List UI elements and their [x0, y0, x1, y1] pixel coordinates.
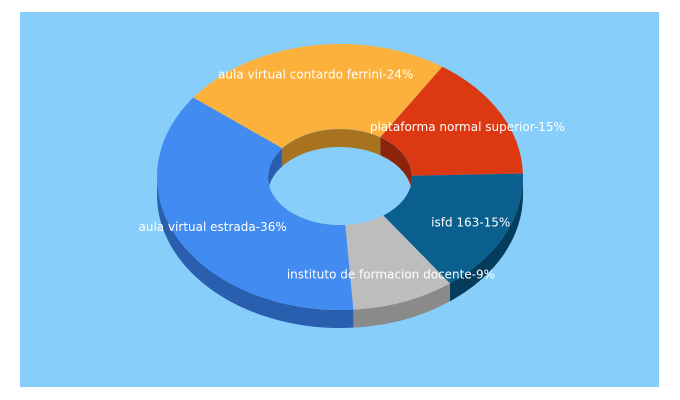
donut-chart: plataforma normal superior-15% isfd 163-1…: [138, 44, 565, 329]
donut-sides: [157, 177, 523, 329]
chart-area: plataforma normal superior-15% isfd 163-1…: [20, 12, 659, 387]
slice-side-3: [157, 177, 354, 329]
slice-inner-wall-4: [282, 129, 381, 167]
donut-slices: [157, 44, 523, 311]
slice-0[interactable]: [380, 66, 523, 176]
slice-inner-wall-0: [380, 137, 412, 194]
slice-1[interactable]: [383, 173, 523, 284]
slice-side-2: [353, 283, 450, 328]
slice-side-1: [449, 177, 523, 302]
slice-inner-wall-3: [268, 148, 283, 195]
slice-3[interactable]: [157, 97, 354, 311]
slice-4[interactable]: [193, 44, 443, 149]
slice-label-4: aula virtual contardo ferrini-24%: [218, 67, 413, 81]
slice-label-2: instituto de formacion docente-9%: [287, 267, 495, 281]
slice-label-1: isfd 163-15%: [431, 215, 510, 229]
slice-2[interactable]: [345, 215, 450, 310]
slice-label-3: aula virtual estrada-36%: [138, 220, 286, 234]
slice-label-0: plataforma normal superior-15%: [370, 120, 565, 134]
donut-labels: plataforma normal superior-15% isfd 163-1…: [138, 67, 564, 281]
